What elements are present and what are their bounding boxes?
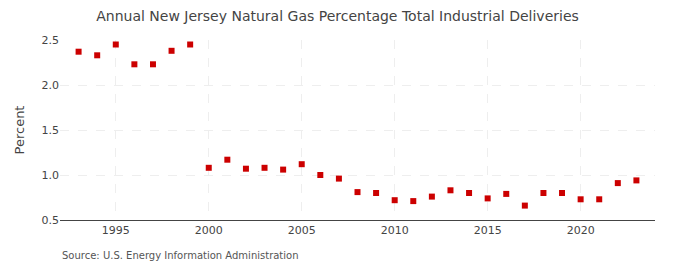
svg-text:Source: U.S. Energy Informatio: Source: U.S. Energy Information Administ…: [62, 250, 299, 261]
svg-text:1.5: 1.5: [42, 124, 60, 137]
svg-text:2.0: 2.0: [42, 79, 60, 92]
svg-text:0.5: 0.5: [42, 214, 60, 227]
svg-text:Annual New Jersey Natural Gas: Annual New Jersey Natural Gas Percentage…: [96, 8, 579, 24]
svg-text:1.0: 1.0: [42, 169, 60, 182]
svg-text:Percent: Percent: [12, 106, 27, 155]
svg-text:2005: 2005: [288, 224, 316, 237]
svg-text:2015: 2015: [474, 224, 502, 237]
svg-text:2.5: 2.5: [42, 34, 60, 47]
svg-text:2020: 2020: [567, 224, 595, 237]
svg-text:1995: 1995: [102, 224, 130, 237]
svg-text:2010: 2010: [381, 224, 409, 237]
svg-text:2000: 2000: [195, 224, 223, 237]
